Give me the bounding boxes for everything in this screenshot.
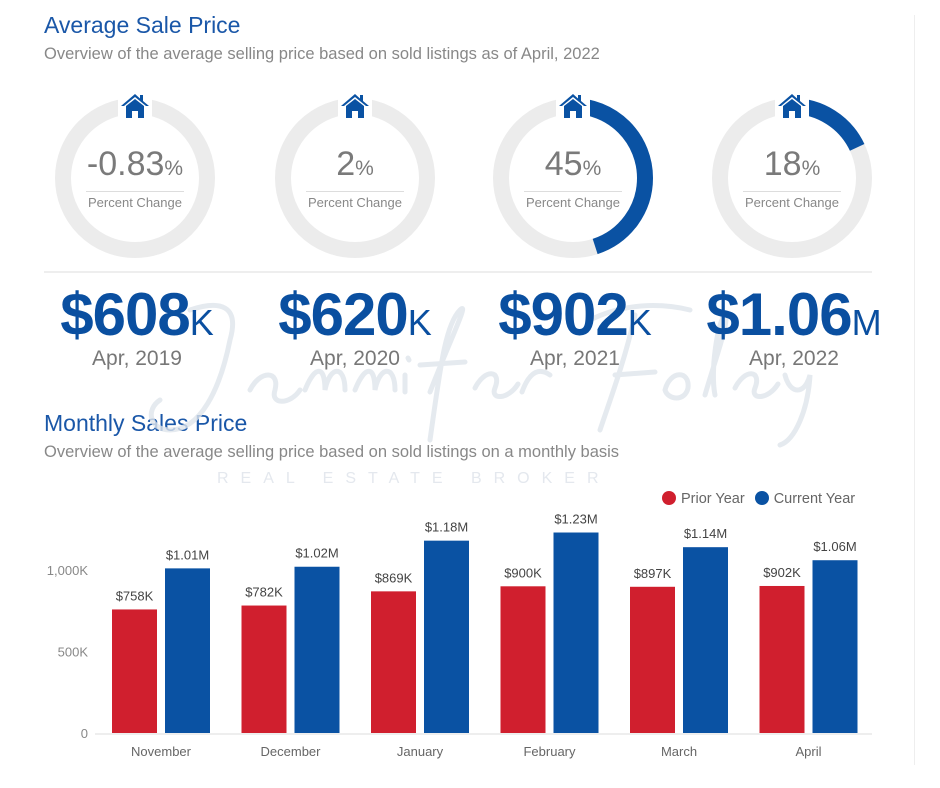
legend-dot-icon — [662, 491, 676, 505]
legend-dot-icon — [754, 491, 769, 505]
bar-prior-year[interactable] — [112, 609, 157, 733]
percent-change-gauge: 2% Percent Change — [270, 92, 440, 263]
percent-value: 2% — [336, 145, 374, 183]
bar-prior-year[interactable] — [371, 591, 416, 733]
percent-change-gauge: -0.83% Percent Change — [50, 92, 220, 263]
data-label: $758K — [116, 588, 154, 603]
data-label: $1.18M — [425, 520, 468, 535]
bar-current-year[interactable] — [424, 540, 469, 733]
percent-change-gauge: 18% Percent Change — [707, 92, 877, 263]
price-period: Apr, 2020 — [310, 347, 400, 370]
bar-current-year[interactable] — [294, 566, 340, 733]
page-title: Average Sale Price — [44, 12, 241, 38]
page-subtitle: Overview of the average selling price ba… — [44, 45, 600, 63]
house-icon — [775, 92, 809, 120]
data-label: $869K — [375, 570, 413, 585]
bar-current-year[interactable] — [553, 532, 599, 733]
average-price: $620K — [278, 281, 432, 348]
price-period: Apr, 2019 — [92, 347, 182, 370]
watermark-tagline: REAL ESTATE BROKER — [217, 470, 611, 487]
percent-label: Percent Change — [88, 195, 182, 210]
price-period: Apr, 2022 — [749, 347, 839, 370]
average-price: $1.06M — [706, 281, 882, 348]
legend-prior-year[interactable]: Prior Year — [662, 491, 745, 507]
divider — [306, 191, 404, 192]
bar-current-year[interactable] — [812, 560, 858, 733]
divider — [44, 271, 872, 273]
legend-current-year[interactable]: Current Year — [754, 491, 856, 507]
price-period: Apr, 2021 — [530, 347, 620, 370]
x-tick-label: April — [795, 744, 821, 759]
y-tick-label: 1,000K — [47, 563, 89, 578]
divider — [743, 191, 841, 192]
x-tick-label: December — [261, 744, 322, 759]
bar-current-year[interactable] — [683, 547, 728, 733]
bar-prior-year[interactable] — [500, 586, 546, 733]
x-tick-label: March — [661, 744, 697, 759]
data-label: $782K — [245, 585, 283, 600]
percent-value: 18% — [763, 145, 821, 183]
average-price: $902K — [498, 281, 652, 348]
data-label: $1.14M — [684, 526, 727, 541]
percent-label: Percent Change — [745, 195, 839, 210]
data-label: $1.01M — [166, 547, 209, 562]
data-label: $1.02M — [295, 546, 338, 561]
data-label: $1.06M — [813, 539, 856, 554]
x-tick-label: February — [523, 744, 576, 759]
divider — [524, 191, 622, 192]
percent-label: Percent Change — [308, 195, 402, 210]
house-icon — [118, 92, 152, 120]
house-icon — [338, 92, 372, 120]
house-icon — [556, 92, 590, 120]
x-tick-label: January — [397, 744, 444, 759]
percent-value: -0.83% — [86, 145, 184, 183]
y-tick-label: 500K — [58, 645, 89, 660]
divider — [86, 191, 184, 192]
section-subtitle: Overview of the average selling price ba… — [44, 443, 620, 461]
percent-value: 45% — [544, 145, 602, 183]
percent-label: Percent Change — [526, 195, 620, 210]
x-tick-label: November — [131, 744, 192, 759]
data-label: $902K — [763, 565, 801, 580]
data-label: $897K — [634, 566, 672, 581]
legend-label: Current Year — [773, 491, 856, 507]
legend-label: Prior Year — [681, 491, 745, 507]
data-label: $1.23M — [554, 512, 597, 527]
divider — [914, 15, 915, 765]
bar-prior-year[interactable] — [630, 586, 675, 733]
chart-legend: Prior Year Current Year — [662, 491, 855, 507]
percent-change-gauge: 45% Percent Change — [488, 92, 658, 263]
bar-prior-year[interactable] — [241, 605, 287, 733]
average-price: $608K — [60, 281, 214, 348]
bar-prior-year[interactable] — [759, 585, 805, 733]
y-tick-label: 0 — [81, 726, 88, 741]
bar-current-year[interactable] — [165, 568, 210, 733]
data-label: $900K — [504, 565, 542, 580]
